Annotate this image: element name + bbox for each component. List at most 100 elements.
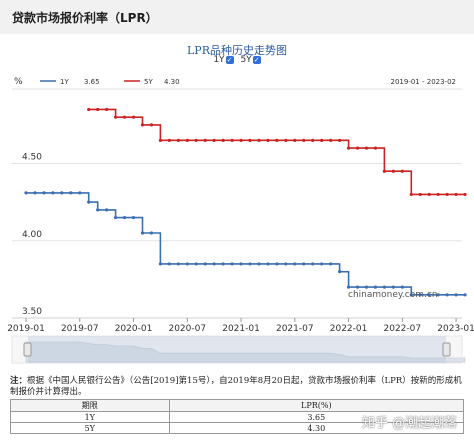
data-point-5y[interactable]	[176, 138, 180, 142]
data-point-1y[interactable]	[176, 262, 180, 266]
data-point-1y[interactable]	[355, 285, 360, 289]
data-point-1y[interactable]	[320, 262, 324, 266]
data-point-1y[interactable]	[167, 262, 171, 266]
data-point-5y[interactable]	[266, 138, 270, 142]
data-point-5y[interactable]	[364, 146, 369, 150]
data-point-1y[interactable]	[382, 285, 386, 289]
data-point-1y[interactable]	[248, 262, 252, 266]
data-point-1y[interactable]	[78, 191, 82, 195]
data-point-5y[interactable]	[302, 138, 306, 142]
data-point-1y[interactable]	[60, 191, 64, 195]
data-point-5y[interactable]	[122, 115, 127, 119]
data-point-5y[interactable]	[418, 192, 422, 197]
legend-item-5y[interactable]: 5Y 4.30	[124, 78, 180, 86]
data-point-1y[interactable]	[284, 262, 288, 266]
data-point-1y[interactable]	[24, 191, 28, 195]
data-point-1y[interactable]	[194, 262, 198, 266]
data-point-5y[interactable]	[293, 138, 297, 142]
data-point-1y[interactable]	[302, 262, 306, 266]
data-point-5y[interactable]	[114, 115, 118, 119]
data-point-5y[interactable]	[275, 138, 279, 142]
data-point-5y[interactable]	[436, 192, 440, 197]
data-point-1y[interactable]	[149, 231, 154, 235]
data-point-1y[interactable]	[418, 293, 422, 297]
data-point-5y[interactable]	[373, 146, 378, 150]
data-point-1y[interactable]	[96, 208, 100, 212]
data-point-1y[interactable]	[275, 262, 279, 266]
data-point-5y[interactable]	[131, 115, 136, 119]
data-point-1y[interactable]	[158, 262, 162, 266]
data-point-1y[interactable]	[329, 262, 333, 266]
data-point-5y[interactable]	[239, 138, 243, 142]
data-point-5y[interactable]	[329, 138, 333, 142]
data-point-1y[interactable]	[257, 262, 261, 266]
data-point-1y[interactable]	[427, 293, 431, 297]
range-navigator[interactable]	[11, 335, 466, 364]
data-point-5y[interactable]	[203, 138, 207, 142]
data-point-5y[interactable]	[185, 138, 189, 142]
checkbox-checked-icon[interactable]: ✓	[252, 55, 261, 64]
toggle-1y[interactable]: 1Y ✓	[213, 55, 234, 65]
data-point-1y[interactable]	[311, 262, 315, 266]
data-point-1y[interactable]	[122, 215, 127, 220]
data-point-5y[interactable]	[248, 138, 252, 142]
data-point-1y[interactable]	[69, 191, 73, 195]
data-point-5y[interactable]	[158, 138, 162, 142]
data-point-1y[interactable]	[105, 208, 109, 212]
data-point-1y[interactable]	[445, 293, 449, 297]
data-point-5y[interactable]	[355, 146, 360, 150]
data-point-5y[interactable]	[400, 169, 404, 173]
data-point-5y[interactable]	[230, 138, 234, 142]
data-point-1y[interactable]	[436, 293, 440, 297]
data-point-1y[interactable]	[51, 191, 55, 195]
data-point-1y[interactable]	[239, 262, 243, 266]
data-point-1y[interactable]	[454, 293, 458, 297]
data-point-5y[interactable]	[194, 138, 198, 142]
data-point-1y[interactable]	[230, 262, 234, 266]
data-point-1y[interactable]	[338, 270, 342, 274]
data-point-5y[interactable]	[445, 192, 449, 197]
data-point-5y[interactable]	[391, 169, 395, 173]
data-point-1y[interactable]	[33, 191, 37, 195]
data-point-5y[interactable]	[463, 192, 467, 197]
data-point-1y[interactable]	[140, 231, 145, 235]
toggle-5y[interactable]: 5Y ✓	[240, 55, 261, 65]
data-point-5y[interactable]	[454, 192, 458, 197]
data-point-5y[interactable]	[140, 123, 145, 127]
data-point-5y[interactable]	[221, 138, 225, 142]
data-point-1y[interactable]	[114, 215, 118, 220]
data-point-5y[interactable]	[105, 107, 109, 112]
data-point-1y[interactable]	[131, 215, 136, 220]
data-point-1y[interactable]	[87, 200, 91, 204]
checkbox-checked-icon[interactable]: ✓	[225, 55, 234, 64]
data-point-1y[interactable]	[391, 285, 395, 289]
data-point-1y[interactable]	[266, 262, 270, 266]
data-point-1y[interactable]	[185, 262, 189, 266]
data-point-5y[interactable]	[338, 138, 342, 142]
data-point-5y[interactable]	[96, 107, 100, 112]
data-point-5y[interactable]	[212, 138, 216, 142]
navigator-right-handle[interactable]	[442, 342, 451, 357]
data-point-5y[interactable]	[257, 138, 261, 142]
data-point-1y[interactable]	[212, 262, 216, 266]
data-point-1y[interactable]	[400, 285, 404, 289]
data-point-5y[interactable]	[149, 123, 154, 127]
data-point-1y[interactable]	[364, 285, 369, 289]
navigator-selection[interactable]	[28, 336, 446, 363]
data-point-1y[interactable]	[203, 262, 207, 266]
data-point-5y[interactable]	[320, 138, 324, 142]
data-point-1y[interactable]	[42, 191, 46, 195]
data-point-5y[interactable]	[167, 138, 171, 142]
data-point-5y[interactable]	[284, 138, 288, 142]
data-point-1y[interactable]	[463, 293, 467, 297]
data-point-5y[interactable]	[87, 107, 91, 112]
data-point-1y[interactable]	[346, 285, 351, 289]
data-point-5y[interactable]	[346, 146, 351, 150]
data-point-1y[interactable]	[409, 293, 413, 297]
data-point-1y[interactable]	[373, 285, 378, 289]
data-point-1y[interactable]	[293, 262, 297, 266]
navigator-left-handle[interactable]	[23, 342, 32, 357]
data-point-5y[interactable]	[427, 192, 431, 197]
data-point-5y[interactable]	[311, 138, 315, 142]
data-point-5y[interactable]	[409, 192, 413, 197]
